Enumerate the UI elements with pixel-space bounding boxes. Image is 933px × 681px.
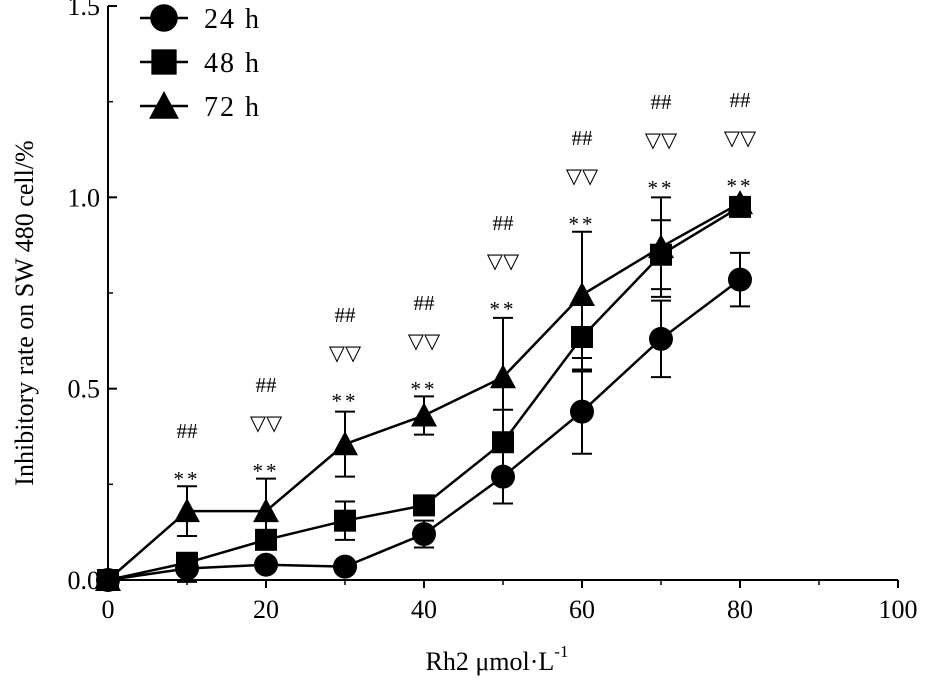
- legend-marker: [150, 4, 178, 32]
- significance-stars: **: [648, 176, 675, 200]
- significance-hash: ##: [651, 90, 673, 114]
- y-tick-label: 0.5: [68, 375, 101, 404]
- significance-triangles: ▽▽: [408, 329, 441, 353]
- significance-triangles: ▽▽: [250, 411, 283, 435]
- data-point-72h: [490, 364, 516, 389]
- y-axis-title: Inhibitory rate on SW 480 cell/%: [10, 140, 39, 485]
- significance-stars: **: [569, 212, 596, 236]
- significance-triangles: ▽▽: [329, 341, 362, 365]
- x-tick-label: 40: [411, 595, 437, 624]
- x-tick-label: 0: [102, 595, 115, 624]
- data-point-48h: [334, 509, 356, 532]
- data-point-72h: [727, 190, 753, 215]
- legend-label: 24 h: [204, 4, 261, 35]
- x-tick-label: 80: [727, 595, 753, 624]
- significance-hash: ##: [493, 211, 515, 235]
- data-point-72h: [411, 402, 437, 427]
- x-tick-label: 20: [253, 595, 279, 624]
- data-point-72h: [95, 567, 121, 592]
- data-point-24h: [412, 522, 436, 547]
- significance-stars: **: [174, 467, 201, 491]
- data-point-24h: [491, 464, 515, 489]
- data-point-72h: [174, 498, 200, 523]
- x-tick-label: 100: [879, 595, 918, 624]
- legend-label: 72 h: [204, 92, 261, 123]
- legend-marker: [151, 49, 177, 75]
- significance-stars: **: [253, 459, 280, 483]
- legend: 24 h 48 h 72 h: [140, 4, 261, 123]
- data-point-72h: [648, 234, 674, 259]
- y-tick-label: 1.5: [68, 0, 101, 21]
- series-72h: [95, 190, 753, 592]
- significance-hash: ##: [177, 419, 199, 443]
- significance-hash: ##: [335, 303, 357, 327]
- significance-stars: **: [727, 174, 754, 198]
- data-point-24h: [728, 267, 752, 292]
- significance-triangles: ▽▽: [566, 164, 599, 188]
- significance-hash: ##: [730, 88, 752, 112]
- significance-triangles: ▽▽: [487, 249, 520, 273]
- x-axis-title: Rh2 μmol·L-1: [426, 642, 569, 676]
- significance-stars: **: [332, 389, 359, 413]
- data-point-48h: [176, 551, 198, 574]
- data-point-48h: [413, 494, 435, 517]
- significance-hash: ##: [414, 291, 436, 315]
- data-point-72h: [332, 431, 358, 456]
- significance-hash: ##: [572, 126, 594, 150]
- data-point-24h: [570, 399, 594, 424]
- legend-marker: [149, 91, 179, 119]
- significance-triangles: ▽▽: [724, 126, 757, 150]
- data-point-24h: [254, 552, 278, 577]
- axes: 0 20 40 60 80 100 0.0 0.5 1.0 1.5: [68, 0, 918, 624]
- y-tick-label: 0.0: [68, 566, 101, 595]
- legend-label: 48 h: [204, 48, 261, 79]
- data-point-24h: [649, 326, 673, 351]
- x-tick-label: 60: [569, 595, 595, 624]
- data-point-72h: [253, 498, 279, 523]
- significance-triangles: ▽▽: [645, 128, 678, 152]
- data-point-24h: [333, 554, 357, 579]
- data-point-72h: [569, 281, 595, 306]
- significance-hash: ##: [256, 373, 278, 397]
- significance-stars: **: [411, 377, 438, 401]
- significance-stars: **: [490, 297, 517, 321]
- y-tick-label: 1.0: [68, 183, 101, 212]
